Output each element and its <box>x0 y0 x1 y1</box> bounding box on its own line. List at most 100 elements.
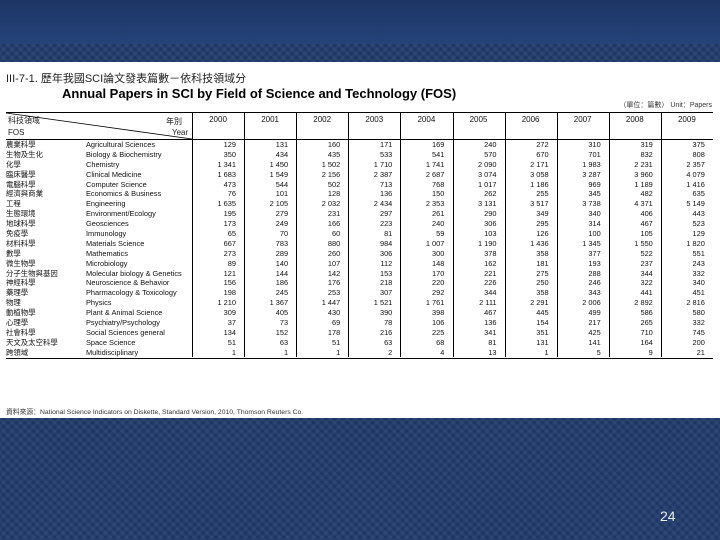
table-row: 化學 Chemistry 1 341 1 450 1 502 1 710 1 741 2 09… <box>6 160 713 170</box>
table-cell: 314 <box>588 219 601 229</box>
table-cell: 670 <box>536 149 549 159</box>
table-cell: 1 436 <box>530 238 549 248</box>
field-name-english: Molecular biology & Genetics <box>86 268 182 278</box>
table-cell: 570 <box>484 149 497 159</box>
document-image: III-7-1. 歷年我國SCI論文發表篇數－依科技領域分 Annual Pap… <box>0 62 720 418</box>
table-cell: 3 058 <box>530 169 549 179</box>
table-cell: 2 387 <box>373 169 393 179</box>
table-cell: 3 960 <box>634 169 653 179</box>
table-cell: 128 <box>327 189 341 199</box>
table-row: 心理學 Psychiatry/Psychology 37 73 69 78 106 136 15… <box>6 318 713 328</box>
table-cell: 160 <box>327 140 341 149</box>
table-cell: 131 <box>536 337 549 347</box>
table-cell: 351 <box>536 327 549 337</box>
table-cell: 1 761 <box>425 298 445 308</box>
column-divider <box>192 113 193 357</box>
field-name-english: Microbiology <box>86 258 128 268</box>
table-cell: 51 <box>227 337 236 347</box>
table-cell: 107 <box>327 258 341 268</box>
table-cell: 2 231 <box>634 159 653 169</box>
table-cell: 522 <box>640 248 653 258</box>
table-cell: 310 <box>588 140 601 149</box>
table-cell: 216 <box>379 327 393 337</box>
year-header-2007: 2007 <box>573 115 592 124</box>
table-cell: 170 <box>432 268 445 278</box>
table-cell: 467 <box>640 219 653 229</box>
table-cell: 710 <box>640 327 653 337</box>
table-cell: 3 131 <box>478 199 497 209</box>
table-row: 物理 Physics 1 210 1 367 1 447 1 521 1 761 2 111 2… <box>6 298 713 308</box>
table-cell: 150 <box>432 189 445 199</box>
table-cell: 178 <box>327 327 341 337</box>
table-cell: 441 <box>640 288 653 298</box>
table-cell: 153 <box>379 268 393 278</box>
table-cell: 272 <box>536 140 549 149</box>
table-cell: 523 <box>692 219 705 229</box>
table-cell: 288 <box>588 268 601 278</box>
table-cell: 340 <box>692 278 705 288</box>
table-cell: 70 <box>279 229 289 239</box>
table-row: 天文及太空科學 Space Science 51 63 51 63 68 81 131 141 16… <box>6 338 713 348</box>
table-cell: 445 <box>536 308 549 318</box>
table-cell: 1 549 <box>269 169 289 179</box>
field-name-english: Space Science <box>86 337 136 347</box>
table-cell: 4 079 <box>686 169 705 179</box>
table-cell: 358 <box>536 248 549 258</box>
table-cell: 250 <box>536 278 549 288</box>
year-header-2000: 2000 <box>209 115 227 124</box>
table-cell: 880 <box>327 238 341 248</box>
table-cell: 473 <box>223 179 236 189</box>
field-name-chinese: 分子生物與基因 <box>6 268 58 278</box>
year-header-2009: 2009 <box>677 115 696 124</box>
table-cell: 1 <box>231 347 236 357</box>
table-cell: 667 <box>223 238 236 248</box>
field-name-chinese: 電腦科學 <box>6 179 36 189</box>
table-cell: 808 <box>692 149 705 159</box>
table-cell: 499 <box>588 308 601 318</box>
table-cell: 2 <box>388 347 393 357</box>
table-cell: 713 <box>379 179 393 189</box>
table-cell: 1 017 <box>478 179 497 189</box>
table-cell: 297 <box>379 209 393 219</box>
table-cell: 59 <box>436 229 445 239</box>
field-name-english: Geosciences <box>86 219 129 229</box>
table-cell: 2 291 <box>530 298 549 308</box>
table-row: 地球科學 Geosciences 173 249 166 223 240 306 295 314 4… <box>6 219 713 229</box>
table-cell: 768 <box>432 179 445 189</box>
column-divider <box>244 113 246 357</box>
table-cell: 73 <box>279 318 289 328</box>
table-cell: 1 367 <box>269 298 289 308</box>
table-cell: 533 <box>379 149 393 159</box>
table-cell: 231 <box>327 209 341 219</box>
table-cell: 580 <box>692 308 705 318</box>
table-row: 材料科學 Materials Science 667 783 880 984 1 007 1 … <box>6 239 713 249</box>
field-name-english: Immunology <box>86 229 127 239</box>
table-cell: 378 <box>484 248 497 258</box>
column-divider <box>504 113 506 357</box>
table-cell: 635 <box>692 189 705 199</box>
table-cell: 51 <box>331 337 341 347</box>
table-row: 工程 Engineering 1 635 2 105 2 032 2 434 2 353 3 … <box>6 199 713 209</box>
table-cell: 443 <box>692 209 705 219</box>
table-cell: 332 <box>692 268 705 278</box>
table-cell: 306 <box>484 219 497 229</box>
table-cell: 221 <box>484 268 497 278</box>
table-cell: 1 210 <box>217 298 237 308</box>
table-cell: 3 738 <box>582 199 601 209</box>
table-cell: 307 <box>379 288 393 298</box>
table-cell: 218 <box>379 278 393 288</box>
table-cell: 1 741 <box>425 159 445 169</box>
table-cell: 1 <box>544 347 549 357</box>
table-cell: 9 <box>648 347 653 357</box>
field-name-chinese: 臨床醫學 <box>6 169 36 179</box>
header-fos-chinese: 科技領域 <box>8 116 40 125</box>
field-name-chinese: 農業科學 <box>6 140 36 149</box>
table-cell: 541 <box>432 149 445 159</box>
table-cell: 377 <box>588 248 601 258</box>
table-title-english: Annual Papers in SCI by Field of Science… <box>62 86 457 101</box>
table-cell: 78 <box>384 318 393 328</box>
table-cell: 358 <box>536 288 549 298</box>
table-cell: 265 <box>640 318 653 328</box>
year-header-2006: 2006 <box>521 115 540 124</box>
column-divider <box>348 113 350 357</box>
